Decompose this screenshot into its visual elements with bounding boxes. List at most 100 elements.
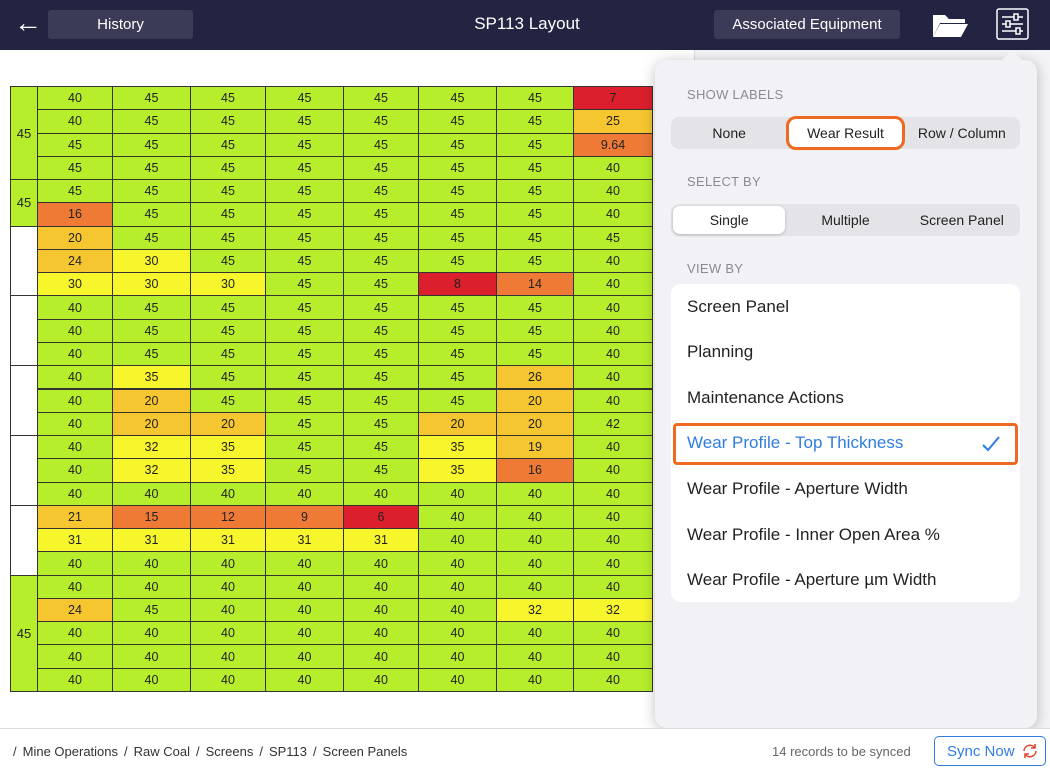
breadcrumb-item[interactable]: Screen Panels [322,744,408,759]
panel-cell[interactable]: 45 [37,155,113,181]
panel-cell[interactable]: 20 [418,411,497,437]
panel-cell[interactable]: 40 [573,272,653,297]
panel-cell[interactable]: 40 [190,644,266,669]
view-by-option[interactable]: Planning [687,342,754,362]
panel-cell[interactable]: 40 [265,644,344,669]
panel-cell[interactable]: 32 [112,458,191,483]
panel-cell[interactable]: 45 [37,179,113,204]
panel-cell[interactable]: 30 [37,272,113,297]
panel-cell[interactable]: 31 [112,528,191,553]
panel-cell[interactable]: 40 [496,621,574,646]
panel-cell[interactable]: 45 [418,318,497,343]
panel-cell[interactable]: 35 [190,435,266,460]
panel-cell[interactable]: 45 [112,202,191,227]
view-by-option[interactable]: Screen Panel [687,296,790,316]
panel-cell[interactable]: 45 [343,225,419,250]
panel-cell[interactable]: 40 [37,458,113,483]
panel-cell[interactable]: 45 [112,109,191,134]
segment-option[interactable]: Single [673,206,786,234]
panel-cell[interactable]: 40 [573,551,653,576]
panel-cell[interactable]: 40 [37,644,113,669]
panel-cell[interactable]: 40 [418,621,497,646]
sync-now-button[interactable]: Sync Now [934,736,1046,766]
panel-cell[interactable]: 45 [190,295,266,320]
panel-cell[interactable]: 40 [112,574,191,599]
breadcrumb-item[interactable]: Screens [205,744,254,759]
panel-cell[interactable]: 40 [418,481,497,506]
panel-cell[interactable]: 32 [112,435,191,460]
panel-cell[interactable]: 45 [343,365,419,390]
panel-cell[interactable]: 45 [496,248,574,274]
panel-cell[interactable]: 20 [190,411,266,437]
panel-cell[interactable]: 40 [343,644,419,669]
panel-cell[interactable]: 31 [37,528,113,553]
panel-cell[interactable]: 20 [37,225,113,250]
panel-cell[interactable]: 40 [573,528,653,553]
panel-cell[interactable]: 45 [496,179,574,204]
panel-cell[interactable]: 40 [573,504,653,530]
panel-cell[interactable]: 45 [265,435,344,460]
panel-cell[interactable]: 45 [190,86,266,111]
history-button[interactable]: History [48,10,193,39]
panel-cell[interactable]: 45 [418,179,497,204]
panel-cell[interactable]: 45 [418,86,497,111]
panel-cell[interactable]: 40 [37,621,113,646]
segment-option[interactable]: None [712,125,746,141]
panel-cell[interactable]: 40 [418,644,497,669]
panel-cell[interactable]: 45 [265,388,344,413]
view-by-option[interactable]: Wear Profile - Aperture Width [687,478,908,498]
breadcrumb-item[interactable]: Raw Coal [133,744,190,759]
panel-cell[interactable]: 24 [37,248,113,274]
panel-cell[interactable]: 40 [418,551,497,576]
panel-cell[interactable]: 26 [496,365,574,390]
breadcrumb-item[interactable]: SP113 [268,744,308,759]
panel-cell[interactable]: 45 [343,202,419,227]
panel-cell[interactable]: 45 [265,202,344,227]
panel-cell[interactable]: 40 [573,295,653,320]
panel-cell[interactable]: 20 [496,388,574,413]
panel-cell[interactable]: 45 [265,458,344,483]
panel-cell[interactable]: 20 [112,411,191,437]
panel-cell[interactable]: 40 [112,481,191,506]
panel-cell[interactable]: 40 [573,202,653,227]
panel-cell[interactable]: 8 [418,272,497,297]
panel-cell[interactable]: 45 [343,295,419,320]
panel-cell[interactable]: 45 [343,388,419,413]
panel-cell[interactable]: 40 [190,551,266,576]
panel-cell[interactable]: 20 [112,388,191,413]
panel-cell[interactable]: 45 [343,86,419,111]
panel-cell[interactable]: 40 [190,597,266,623]
panel-cell[interactable]: 40 [343,551,419,576]
panel-cell[interactable]: 45 [190,365,266,390]
panel-cell[interactable]: 45 [190,318,266,343]
panel-cell[interactable]: 40 [573,318,653,343]
panel-cell[interactable]: 45 [343,109,419,134]
panel-cell[interactable]: 45 [496,318,574,343]
view-by-option[interactable]: Maintenance Actions [687,387,844,407]
panel-cell[interactable]: 45 [265,109,344,134]
panel-cell[interactable]: 45 [190,132,266,157]
panel-cell[interactable]: 45 [418,365,497,390]
panel-cell[interactable]: 40 [496,504,574,530]
panel-cell[interactable]: 45 [190,225,266,250]
panel-cell[interactable]: 35 [112,365,191,390]
panel-cell[interactable]: 40 [37,388,113,413]
panel-cell[interactable]: 45 [418,109,497,134]
panel-cell[interactable]: 45 [37,132,113,157]
panel-cell[interactable]: 45 [265,272,344,297]
panel-cell[interactable]: 31 [190,528,266,553]
panel-cell[interactable]: 45 [418,202,497,227]
panel-cell[interactable]: 40 [37,365,113,390]
settings-icon[interactable] [996,8,1029,40]
panel-cell[interactable]: 45 [190,109,266,134]
panel-cell[interactable]: 45 [112,597,191,623]
panel-cell[interactable]: 45 [343,458,419,483]
panel-cell[interactable]: 40 [112,667,191,692]
panel-cell[interactable]: 45 [265,86,344,111]
panel-cell[interactable]: 45 [265,318,344,343]
panel-cell[interactable]: 45 [265,132,344,157]
panel-cell[interactable]: 45 [265,411,344,437]
panel-cell[interactable]: 40 [496,481,574,506]
panel-cell[interactable]: 45 [265,341,344,367]
panel-cell[interactable]: 40 [37,574,113,599]
